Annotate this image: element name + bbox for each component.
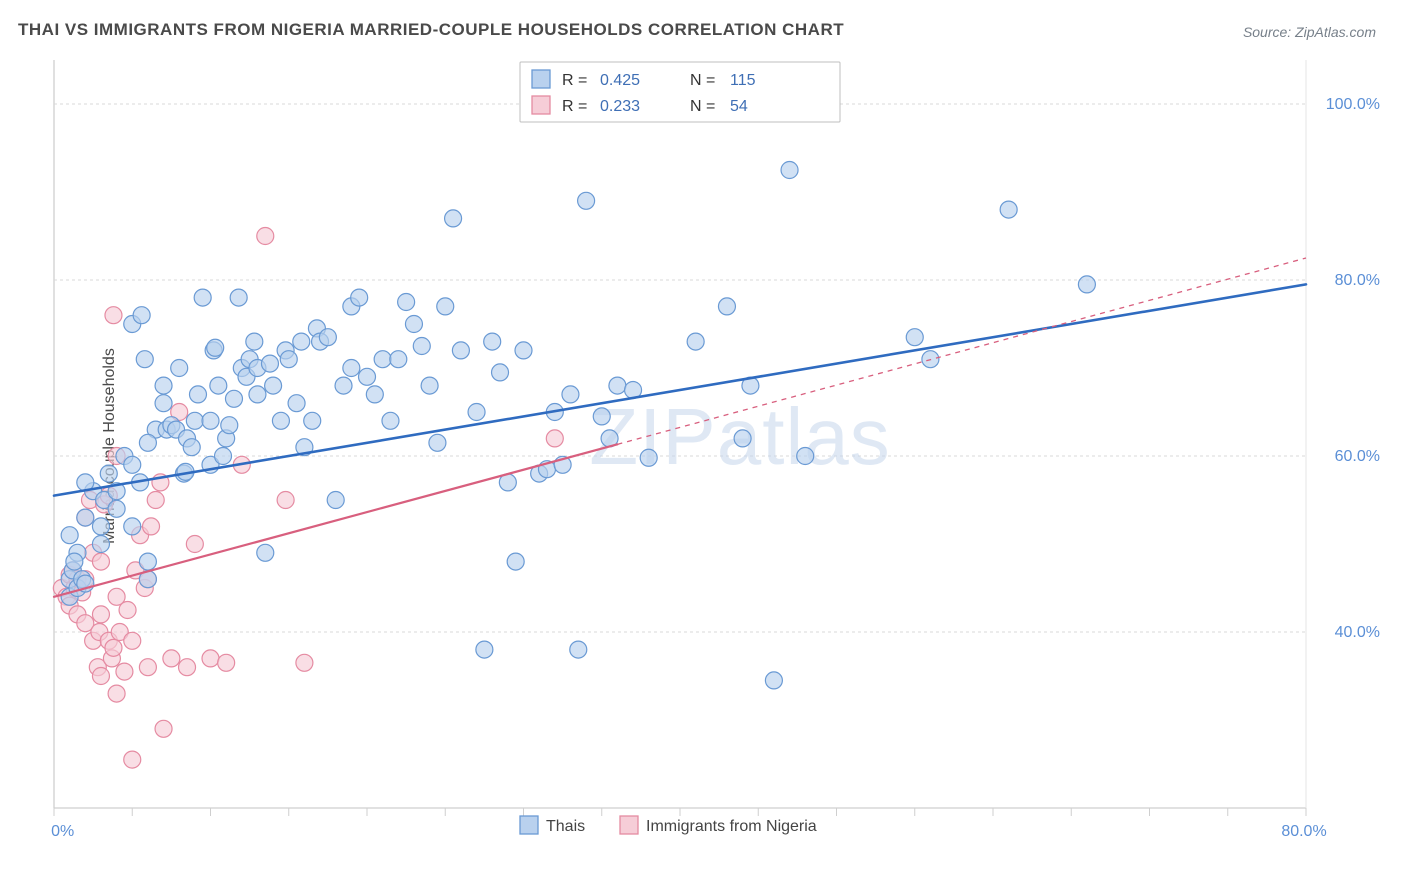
svg-text:N =: N = <box>690 98 715 115</box>
svg-text:40.0%: 40.0% <box>1335 624 1380 641</box>
svg-text:R =: R = <box>562 72 587 89</box>
source-name: ZipAtlas.com <box>1295 24 1376 40</box>
svg-text:0.425: 0.425 <box>600 72 640 89</box>
source-prefix: Source: <box>1243 24 1295 40</box>
svg-text:0.233: 0.233 <box>600 98 640 115</box>
svg-text:80.0%: 80.0% <box>1281 823 1326 840</box>
svg-text:0.0%: 0.0% <box>50 823 74 840</box>
scatter-plot: 40.0%60.0%80.0%100.0%0.0%80.0%ZIPatlasR … <box>50 56 1392 842</box>
svg-text:54: 54 <box>730 98 748 115</box>
svg-text:Immigrants from Nigeria: Immigrants from Nigeria <box>646 818 817 835</box>
svg-text:R =: R = <box>562 98 587 115</box>
svg-text:80.0%: 80.0% <box>1335 272 1380 289</box>
source-attribution: Source: ZipAtlas.com <box>1243 24 1376 40</box>
chart-area: 40.0%60.0%80.0%100.0%0.0%80.0%ZIPatlasR … <box>50 56 1392 842</box>
svg-text:N =: N = <box>690 72 715 89</box>
chart-title: THAI VS IMMIGRANTS FROM NIGERIA MARRIED-… <box>18 20 844 40</box>
svg-text:115: 115 <box>730 72 756 89</box>
svg-text:60.0%: 60.0% <box>1335 448 1380 465</box>
svg-text:Thais: Thais <box>546 818 585 835</box>
svg-text:100.0%: 100.0% <box>1326 96 1380 113</box>
